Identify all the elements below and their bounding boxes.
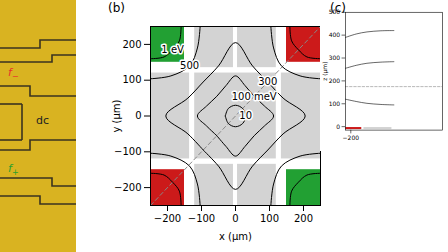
svg-text:1 eV: 1 eV bbox=[161, 44, 184, 55]
svg-text:200: 200 bbox=[122, 39, 141, 50]
svg-text:200: 200 bbox=[294, 213, 313, 224]
svg-text:200: 200 bbox=[329, 77, 341, 84]
svg-text:500: 500 bbox=[180, 60, 199, 71]
svg-text:0: 0 bbox=[135, 110, 141, 121]
svg-text:300: 300 bbox=[258, 76, 277, 87]
svg-text:0: 0 bbox=[232, 213, 238, 224]
svg-text:100: 100 bbox=[260, 213, 279, 224]
svg-text:400: 400 bbox=[329, 31, 341, 38]
svg-text:−200: −200 bbox=[154, 213, 181, 224]
html-text:(b): (b) bbox=[108, 1, 125, 15]
svg-text:y (µm): y (µm) bbox=[111, 99, 122, 132]
svg-text:100 meV: 100 meV bbox=[232, 91, 277, 102]
svg-text:300: 300 bbox=[329, 54, 341, 61]
svg-text:−100: −100 bbox=[188, 213, 215, 224]
svg-text:−200: −200 bbox=[343, 134, 360, 141]
svg-text:x (µm): x (µm) bbox=[219, 231, 252, 242]
svg-text:100: 100 bbox=[329, 100, 341, 107]
svg-text:dc: dc bbox=[36, 114, 49, 127]
svg-text:f−: f− bbox=[8, 66, 19, 81]
svg-text:0: 0 bbox=[336, 123, 340, 130]
svg-text:f+: f+ bbox=[8, 162, 19, 177]
svg-text:−100: −100 bbox=[114, 146, 141, 157]
svg-text:z (µm): z (µm) bbox=[321, 62, 329, 81]
svg-text:100: 100 bbox=[122, 74, 141, 85]
svg-text:−200: −200 bbox=[114, 182, 141, 193]
svg-text:10: 10 bbox=[239, 110, 252, 121]
html-text:(c): (c) bbox=[330, 1, 346, 15]
